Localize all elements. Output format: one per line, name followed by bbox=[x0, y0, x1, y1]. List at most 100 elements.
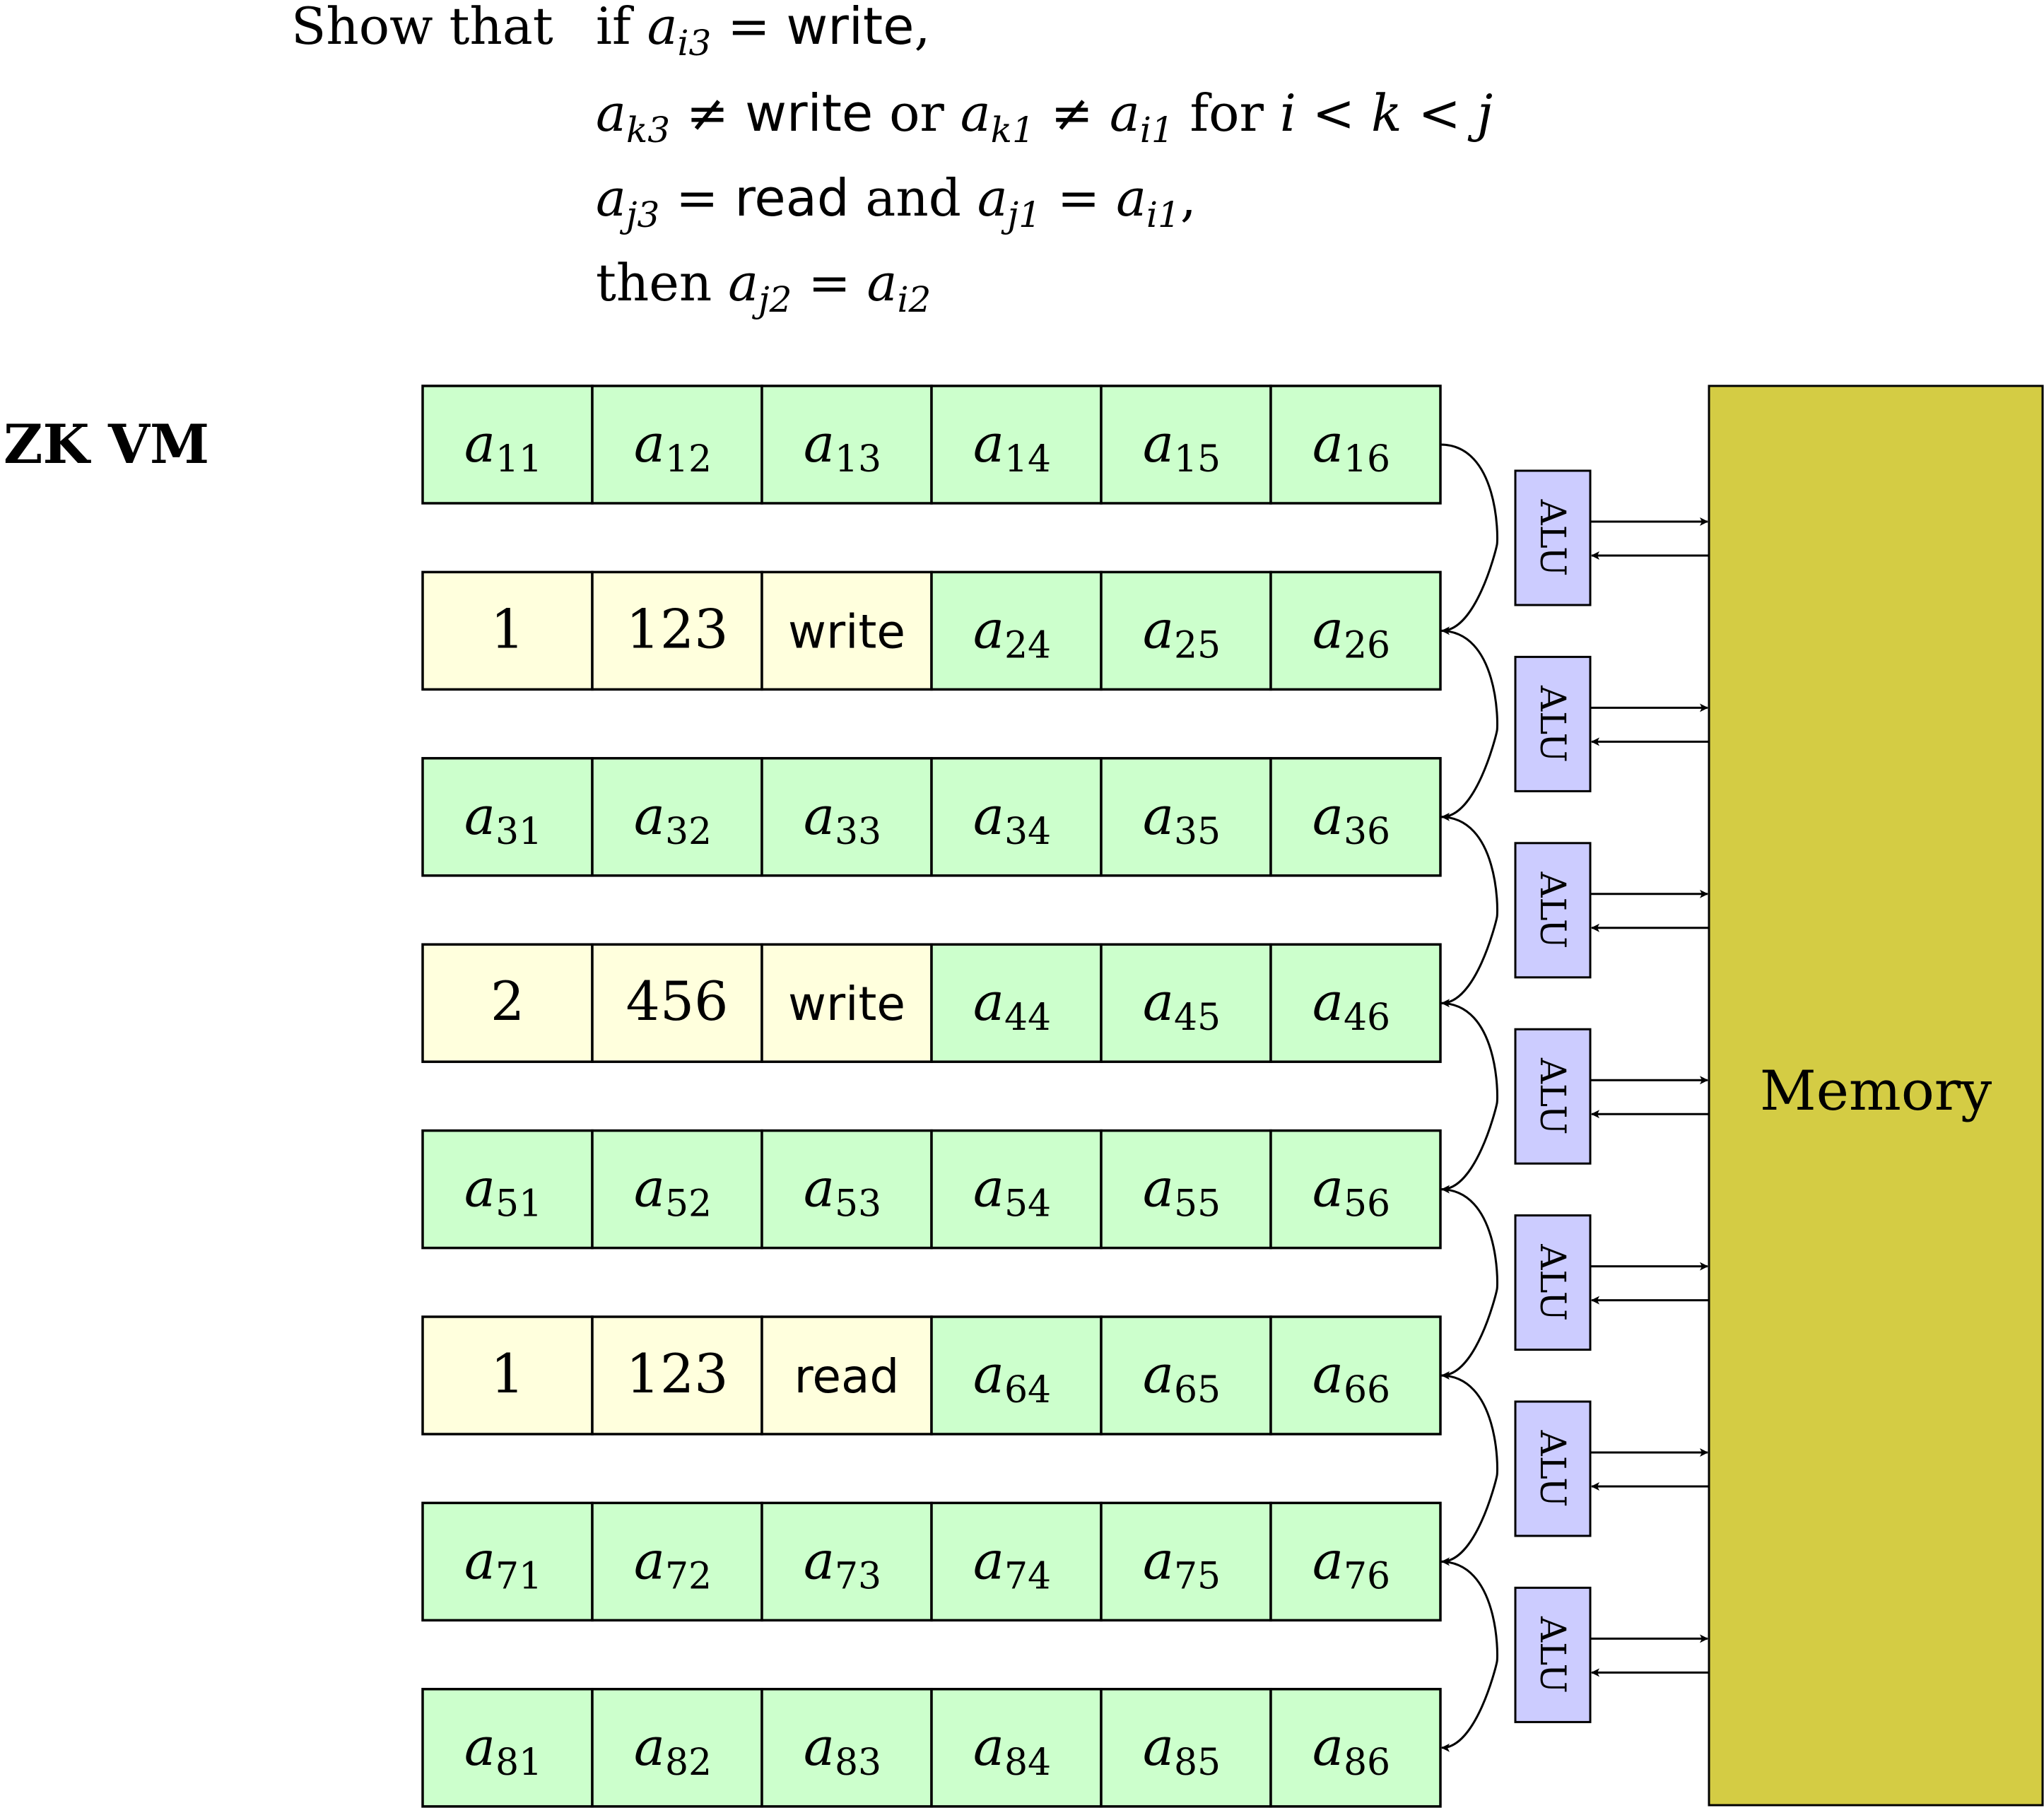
cell-variable: a65 bbox=[1143, 1344, 1221, 1411]
trace-cell bbox=[1269, 1315, 1442, 1436]
statement-lines: if ai3​ = write,ak3​ ≠ write or ak1​ ≠ a… bbox=[596, 0, 1493, 320]
cell-variable-base: a bbox=[804, 413, 835, 474]
trace-cell bbox=[591, 1129, 763, 1250]
trace-cell bbox=[1100, 1501, 1272, 1622]
alu-label: ALU bbox=[1532, 685, 1573, 763]
trace-cell bbox=[591, 943, 763, 1063]
statement-token: i bbox=[1280, 83, 1296, 143]
cell-variable-subscript: 31 bbox=[495, 811, 542, 853]
row-transition-arrow bbox=[1440, 629, 1499, 821]
cell-variable-base: a bbox=[1312, 786, 1344, 847]
statement-subscript: j3 bbox=[619, 194, 659, 235]
cell-variable-base: a bbox=[1143, 1717, 1174, 1778]
trace-cell bbox=[760, 1501, 933, 1622]
cell-variable-subscript: 82 bbox=[665, 1742, 712, 1784]
cell-variable: a81 bbox=[464, 1717, 542, 1784]
trace-cell bbox=[760, 385, 933, 505]
cell-variable-base: a bbox=[1143, 972, 1174, 1033]
alu-unit: ALU bbox=[1514, 1586, 1709, 1723]
statement-token: = bbox=[792, 253, 867, 312]
trace-cell bbox=[591, 385, 763, 505]
cell-variable: a16 bbox=[1312, 413, 1390, 481]
statement-line-cond2: ak3​ ≠ write or ak1​ ≠ ai1​ for i < k < … bbox=[596, 83, 1493, 151]
cell-variable-subscript: 53 bbox=[835, 1183, 881, 1226]
statement-subscript: k1 bbox=[991, 110, 1035, 151]
statement-token: then bbox=[596, 253, 728, 312]
cell-variable-subscript: 34 bbox=[1004, 811, 1051, 853]
statement-token: a bbox=[728, 253, 758, 312]
cell-variable-subscript: 55 bbox=[1174, 1183, 1221, 1226]
alu-label: ALU bbox=[1532, 1616, 1573, 1693]
cell-variable-subscript: 72 bbox=[665, 1555, 712, 1597]
cell-variable: a13 bbox=[804, 413, 881, 481]
trace-cell bbox=[1100, 757, 1272, 877]
cell-variable-base: a bbox=[464, 1717, 495, 1778]
cell-variable: a86 bbox=[1312, 1717, 1390, 1784]
statement-token: , bbox=[914, 0, 930, 56]
trace-cell bbox=[421, 1315, 594, 1436]
cell-variable-subscript: 76 bbox=[1344, 1555, 1390, 1597]
cell-variable: a33 bbox=[804, 786, 881, 853]
cell-variable-base: a bbox=[973, 599, 1004, 660]
alu-box bbox=[1514, 1400, 1592, 1537]
alu-label: ALU bbox=[1532, 1243, 1573, 1321]
cell-variable: a74 bbox=[973, 1530, 1051, 1597]
statement-subscript: i1 bbox=[1146, 194, 1180, 235]
cell-variable: a53 bbox=[804, 1158, 881, 1226]
statement-subscript: i2 bbox=[897, 279, 931, 320]
statement-token: = bbox=[711, 0, 786, 56]
alu-unit: ALU bbox=[1514, 1028, 1709, 1165]
trace-cell bbox=[760, 1688, 933, 1808]
cell-value: write bbox=[788, 604, 905, 659]
cell-variable-base: a bbox=[1312, 1717, 1344, 1778]
cell-variable-base: a bbox=[804, 1717, 835, 1778]
cell-variable: a55 bbox=[1143, 1158, 1221, 1226]
cell-variable-base: a bbox=[1143, 1530, 1174, 1591]
cell-variable-subscript: 85 bbox=[1174, 1742, 1221, 1784]
trace-cell bbox=[591, 757, 763, 877]
trace-cell bbox=[1269, 943, 1442, 1063]
cell-variable: a76 bbox=[1312, 1530, 1390, 1597]
cell-variable-base: a bbox=[1143, 599, 1174, 660]
statement-line-conclusion: then aj2​ = ai2​ bbox=[596, 253, 931, 320]
cell-variable-base: a bbox=[464, 786, 495, 847]
trace-cell bbox=[421, 757, 594, 877]
cell-variable-subscript: 83 bbox=[835, 1742, 881, 1784]
cell-variable-subscript: 12 bbox=[665, 438, 712, 481]
cell-variable-base: a bbox=[1312, 1530, 1344, 1591]
statement-line-cond1: if ai3​ = write, bbox=[596, 0, 930, 64]
statement-line-cond3: aj3​ = read and aj1​ = ai1​, bbox=[596, 168, 1197, 235]
statement-token: < bbox=[1402, 83, 1477, 143]
cell-variable-base: a bbox=[973, 413, 1004, 474]
cell-variable-subscript: 51 bbox=[495, 1183, 542, 1226]
zk-vm-label: ZK VM bbox=[4, 413, 209, 476]
trace-row-4: 2 456 write a44 a45 a46 bbox=[421, 943, 1442, 1063]
statement-prefix: Show that bbox=[291, 0, 553, 56]
statement-token: a bbox=[1110, 83, 1140, 143]
trace-cell bbox=[1269, 1688, 1442, 1808]
trace-cell bbox=[930, 1129, 1103, 1250]
statement-token: < bbox=[1296, 83, 1371, 143]
alu-unit: ALU bbox=[1514, 1400, 1709, 1537]
statement-token: a bbox=[1116, 168, 1146, 228]
trace-row-7: a71 a72 a73 a74 a75 a76 bbox=[421, 1501, 1442, 1622]
trace-cell bbox=[421, 943, 594, 1063]
trace-cell bbox=[421, 1688, 594, 1808]
cell-variable: a46 bbox=[1312, 972, 1390, 1039]
alu-unit: ALU bbox=[1514, 469, 1709, 606]
cell-variable-subscript: 11 bbox=[495, 438, 542, 481]
cell-value: 123 bbox=[625, 1342, 728, 1405]
cell-variable-subscript: 73 bbox=[835, 1555, 881, 1597]
cell-variable-base: a bbox=[804, 1158, 835, 1219]
row-transition-arrow bbox=[1440, 1560, 1499, 1752]
trace-cell bbox=[1100, 1129, 1272, 1250]
cell-variable-subscript: 14 bbox=[1004, 438, 1051, 481]
trace-cell bbox=[421, 385, 594, 505]
row-transition-arrow bbox=[1440, 1188, 1499, 1380]
cell-variable-base: a bbox=[804, 786, 835, 847]
trace-cell bbox=[421, 570, 594, 691]
trace-cell bbox=[930, 1315, 1103, 1436]
statement-token: a bbox=[647, 0, 678, 56]
